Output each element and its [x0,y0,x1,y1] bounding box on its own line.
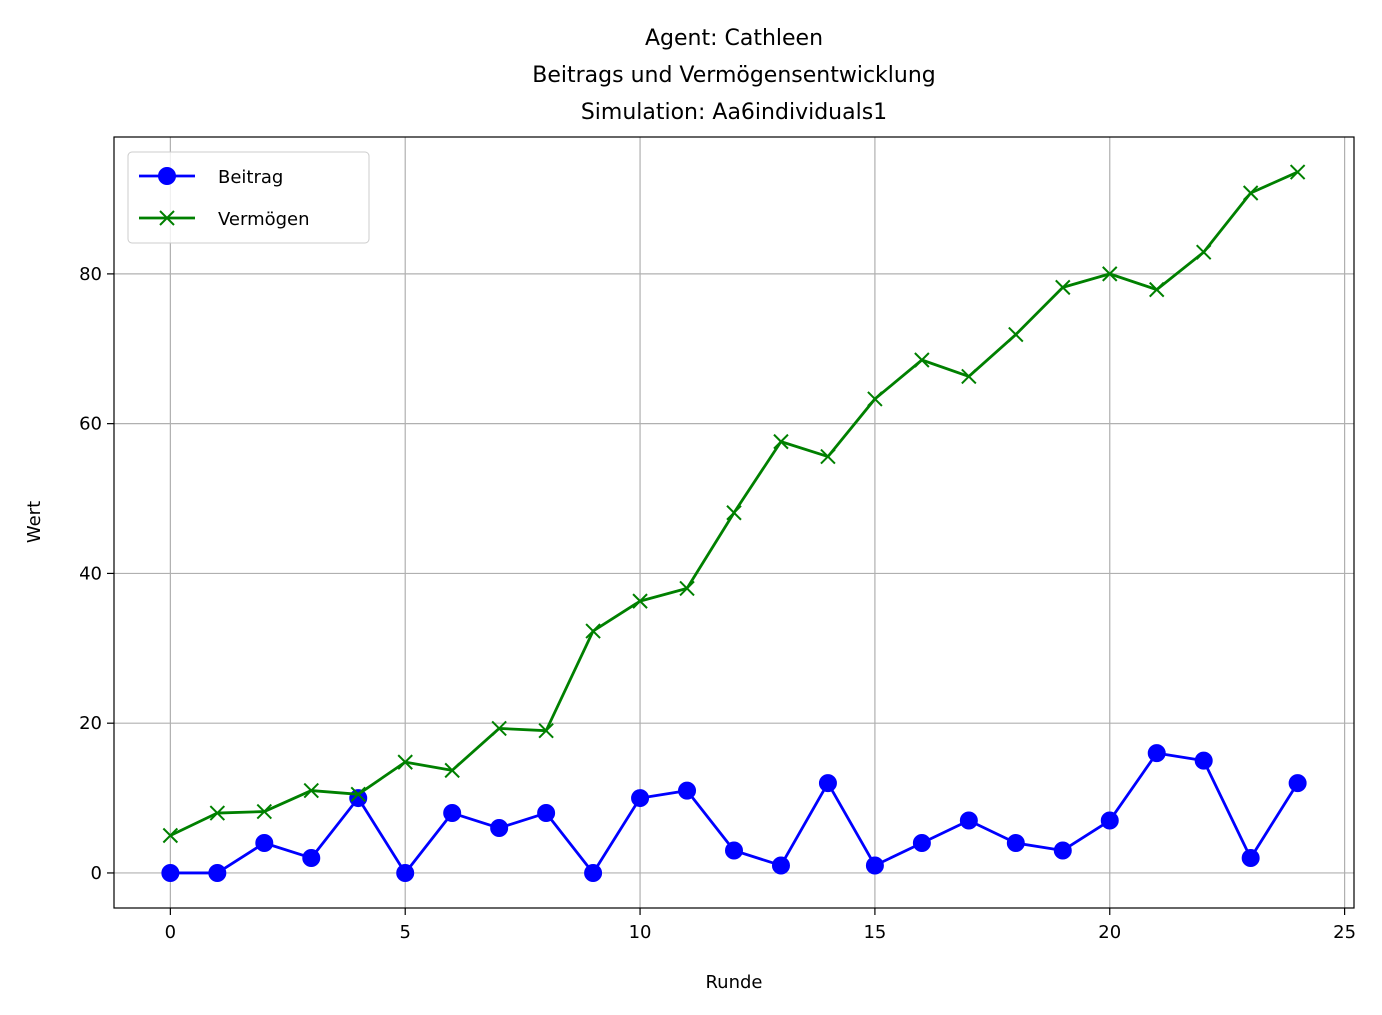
data-point-verm-gen [679,580,695,597]
data-point-beitrag [490,819,509,838]
data-point-beitrag [396,863,415,882]
data-point-beitrag [959,811,978,830]
x-axis-label: Runde [705,972,762,993]
data-point-beitrag [1006,834,1025,853]
data-point-beitrag [1288,774,1307,793]
data-point-beitrag [1100,811,1119,830]
data-point-verm-gen [538,722,554,739]
data-point-verm-gen [961,368,977,385]
data-point-beitrag [1194,751,1213,770]
data-point-beitrag [584,863,603,882]
data-point-verm-gen [914,352,930,368]
y-tick-label: 40 [79,563,102,584]
data-point-beitrag [818,774,837,793]
legend-marker-beitrag [158,167,176,185]
data-point-beitrag [725,841,743,860]
data-point-beitrag [537,804,556,823]
legend-label-verm-gen: Vermögen [218,209,310,230]
legend: Beitrag Vermögen [127,151,370,244]
data-point-verm-gen [726,505,742,521]
data-point-verm-gen [773,433,789,450]
data-point-beitrag [208,863,227,882]
y-tick-label: 80 [79,264,102,285]
data-point-verm-gen [209,805,226,821]
data-point-verm-gen [1149,281,1165,298]
data-point-beitrag [771,856,790,875]
data-point-beitrag [678,781,697,800]
chart-title-line-1: Agent: Cathleen [645,26,823,51]
data-point-beitrag [912,834,931,853]
data-point-beitrag [1053,841,1072,860]
data-point-beitrag [1147,744,1166,763]
data-point-beitrag [302,848,321,867]
data-point-beitrag [865,856,884,875]
data-point-verm-gen [632,593,648,609]
x-tick-label: 5 [399,922,410,943]
data-point-verm-gen [397,754,413,770]
data-point-verm-gen [256,803,273,820]
plot-frame [113,136,1355,909]
data-point-beitrag [255,834,274,853]
legend-label-beitrag: Beitrag [218,167,283,188]
chart-title-line-3: Simulation: Aa6individuals1 [581,100,887,125]
data-point-verm-gen [1008,326,1024,343]
x-tick-label: 15 [863,922,886,943]
data-point-verm-gen [585,623,601,639]
data-point-verm-gen [444,762,460,779]
y-axis-label: Wert [24,501,45,543]
data-point-verm-gen [1055,279,1071,296]
chart-title-line-2: Beitrags und Vermögensentwicklung [532,63,936,88]
data-point-verm-gen [350,786,366,803]
data-point-verm-gen [820,448,836,465]
grid [114,137,1354,908]
x-tick-label: 20 [1098,922,1121,943]
data-point-verm-gen [1242,185,1259,201]
x-tick-label: 10 [629,922,652,943]
data-point-verm-gen [867,391,883,407]
legend-marker-verm-gen [159,210,175,226]
y-tick-label: 20 [79,713,102,734]
data-point-verm-gen [303,782,319,799]
series-line-verm-gen [169,170,1299,837]
chart-title: Agent: Cathleen Beitrags und Vermögensen… [532,26,936,125]
data-point-beitrag [1241,848,1260,867]
x-tick-label: 0 [165,922,176,943]
data-point-verm-gen [1289,164,1306,180]
data-point-verm-gen [162,827,179,844]
data-point-beitrag [443,804,462,823]
y-tick-label: 60 [79,414,102,435]
data-point-verm-gen [1195,244,1212,260]
data-point-beitrag [349,789,368,808]
series-layer [161,164,1307,882]
x-tick-label: 25 [1333,922,1356,943]
axis-ticks: 0 5 10 15 20 25 0 20 40 60 80 [79,264,1356,943]
data-point-beitrag [161,863,180,882]
data-point-beitrag [631,789,650,808]
y-tick-label: 0 [91,863,102,884]
data-point-verm-gen [1102,266,1118,282]
data-point-verm-gen [491,720,507,737]
